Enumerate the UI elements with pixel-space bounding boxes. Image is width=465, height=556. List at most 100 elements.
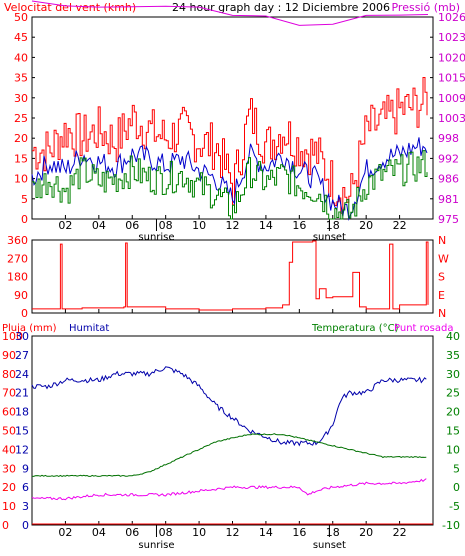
sunrise-label: sunrise — [138, 540, 174, 551]
pressure-y-tick-label: 998 — [438, 132, 459, 145]
temperature-y-tick-label: 0 — [453, 481, 460, 494]
humidity-y-tick-label: 6 — [22, 481, 29, 494]
humidity-y-tick-label: 24 — [15, 368, 29, 381]
pressure-y-tick-label: 975 — [438, 213, 459, 226]
hour-tick-label: 22 — [393, 526, 407, 539]
hour-tick-label: 12 — [226, 526, 240, 539]
hour-tick-label: 04 — [92, 526, 106, 539]
hour-tick-label: 16 — [292, 526, 306, 539]
dewpoint-axis-title: Punt rosada — [394, 323, 453, 334]
wind-y-tick-label: 15 — [14, 152, 28, 165]
direction-y-tick-label: 0 — [21, 307, 28, 320]
pressure-y-tick-label: 1009 — [438, 92, 465, 105]
hour-tick-label: 16 — [292, 219, 306, 232]
humidity-axis-title: Humitat — [69, 323, 109, 334]
temperature-y-tick-label: 30 — [446, 368, 460, 381]
pressure-y-tick-label: 986 — [438, 173, 459, 186]
rain-y-tick-label: 40 — [2, 443, 16, 456]
temperature-y-tick-label: 20 — [446, 406, 460, 419]
hour-tick-label: 04 — [92, 219, 106, 232]
hour-tick-label: 08 — [159, 219, 173, 232]
rain-y-tick-label: 20 — [2, 481, 16, 494]
wind-y-tick-label: 0 — [21, 213, 28, 226]
hour-tick-label: 14 — [259, 526, 273, 539]
rain-y-tick-label: 10 — [2, 500, 16, 513]
series-lines-layer — [31, 0, 433, 525]
hour-tick-label: 02 — [58, 219, 72, 232]
rain-y-tick-label: 90 — [2, 349, 16, 362]
compass-tick-label: N — [438, 234, 446, 247]
hour-tick-label: 06 — [125, 219, 139, 232]
hour-tick-label: 20 — [359, 526, 373, 539]
wind-y-tick-label: 10 — [14, 173, 28, 186]
compass-tick-label: N — [438, 307, 446, 320]
rain-y-tick-label: 80 — [2, 368, 16, 381]
wind-y-tick-label: 25 — [14, 112, 28, 125]
wind-low-line — [32, 150, 428, 220]
wind-gust-line — [32, 77, 428, 214]
rain-y-tick-label: 30 — [2, 462, 16, 475]
pressure-y-tick-label: 1026 — [438, 11, 465, 24]
pressure-line — [31, 0, 429, 26]
temperature-y-tick-label: 10 — [446, 443, 460, 456]
direction-y-tick-label: 270 — [7, 252, 28, 265]
wind-y-tick-label: 35 — [14, 72, 28, 85]
humidity-line — [31, 366, 427, 447]
wind-speed-axis-title: Velocitat del vent (kmh) — [4, 1, 136, 14]
compass-tick-label: E — [438, 289, 445, 302]
rain-y-tick-label: 100 — [2, 330, 23, 343]
temperature-y-tick-label: 25 — [446, 387, 460, 400]
rain-y-tick-label: 0 — [2, 519, 9, 532]
direction-y-tick-label: 90 — [14, 289, 28, 302]
humidity-y-tick-label: 21 — [15, 387, 29, 400]
temperature-y-tick-label: 40 — [446, 330, 460, 343]
compass-tick-label: S — [438, 271, 445, 284]
sunset-label: sunset — [313, 540, 346, 551]
wind-y-tick-label: 40 — [14, 51, 28, 64]
hour-tick-label: 10 — [192, 526, 206, 539]
humidity-y-tick-label: 9 — [22, 462, 29, 475]
pressure-y-tick-label: 1020 — [438, 51, 465, 64]
pressure-y-tick-label: 992 — [438, 152, 459, 165]
wind-y-tick-label: 45 — [14, 31, 28, 44]
sunset-label: sunset — [313, 232, 346, 243]
temperature-line — [31, 433, 427, 477]
hour-tick-label: 18 — [326, 219, 340, 232]
direction-y-tick-label: 180 — [7, 271, 28, 284]
humidity-y-tick-label: 18 — [15, 406, 29, 419]
pressure-axis-title: Pressió (mb) — [391, 1, 460, 14]
temperature-y-tick-label: 5 — [453, 462, 460, 475]
wind-average-line — [31, 137, 428, 221]
hour-tick-label: 14 — [259, 219, 273, 232]
wind-y-tick-label: 50 — [14, 11, 28, 24]
rain-axis-title: Pluja (mm) — [2, 323, 57, 334]
axis-ticks-layer: 5045403530252015105010261023102010151009… — [2, 11, 465, 551]
compass-tick-label: W — [438, 252, 449, 265]
pressure-y-tick-label: 981 — [438, 193, 459, 206]
wind-y-tick-label: 20 — [14, 132, 28, 145]
rain-y-tick-label: 60 — [2, 406, 16, 419]
hour-tick-label: 10 — [192, 219, 206, 232]
wind-y-tick-label: 30 — [14, 92, 28, 105]
humidity-y-tick-label: 27 — [15, 349, 29, 362]
humidity-y-tick-label: 3 — [22, 500, 29, 513]
pressure-y-tick-label: 1003 — [438, 112, 465, 125]
wind-direction-line — [32, 240, 429, 311]
hour-tick-label: 02 — [58, 526, 72, 539]
sunrise-label: sunrise — [138, 232, 174, 243]
pressure-y-tick-label: 1015 — [438, 72, 465, 85]
humidity-y-tick-label: 12 — [15, 443, 29, 456]
temperature-y-tick-label: -5 — [449, 500, 460, 513]
hour-tick-label: 12 — [226, 219, 240, 232]
hour-tick-label: 20 — [359, 219, 373, 232]
hour-tick-label: 22 — [393, 219, 407, 232]
hour-tick-label: 08 — [159, 526, 173, 539]
wind-y-tick-label: 5 — [21, 193, 28, 206]
rain-y-tick-label: 50 — [2, 425, 16, 438]
temperature-y-tick-label: -10 — [442, 519, 460, 532]
direction-y-tick-label: 360 — [7, 234, 28, 247]
temperature-y-tick-label: 35 — [446, 349, 460, 362]
dewpoint-line — [31, 478, 427, 501]
